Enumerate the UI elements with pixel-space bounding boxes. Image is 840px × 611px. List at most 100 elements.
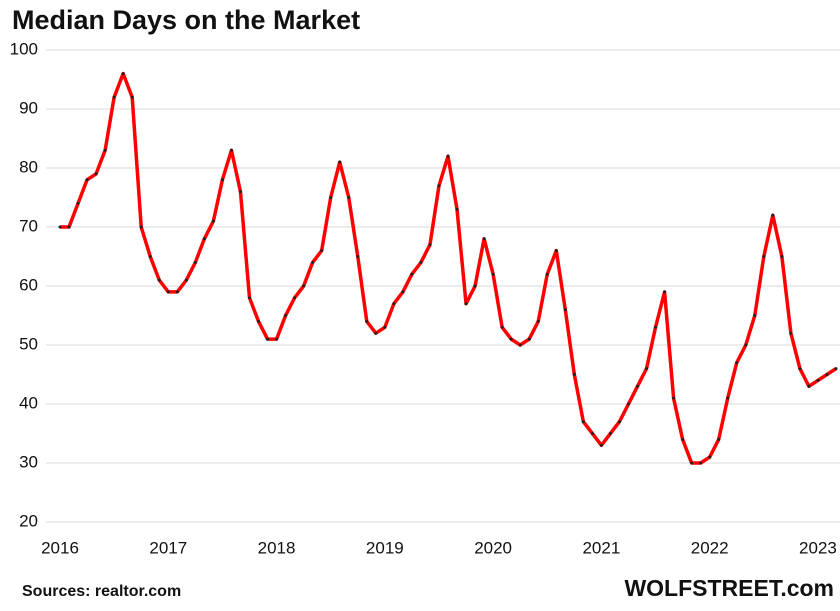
point-marker (536, 319, 540, 323)
x-tick-label: 2022 (691, 538, 729, 557)
point-marker (816, 378, 820, 382)
point-marker (599, 443, 603, 447)
x-tick-label: 2016 (41, 538, 79, 557)
point-marker (807, 384, 811, 388)
point-marker (229, 148, 233, 152)
point-marker (509, 337, 513, 341)
point-marker (275, 337, 279, 341)
point-marker (67, 225, 71, 229)
point-marker (482, 237, 486, 241)
x-tick-label: 2018 (258, 538, 296, 557)
point-marker (166, 290, 170, 294)
point-marker (58, 225, 62, 229)
point-marker (121, 72, 125, 76)
point-marker (464, 302, 468, 306)
point-marker (284, 314, 288, 317)
brand: WOLFSTREET.com (624, 575, 834, 601)
y-tick-label: 90 (19, 98, 38, 117)
point-marker (554, 249, 558, 253)
point-marker (717, 437, 721, 441)
point-marker (645, 367, 649, 371)
point-marker (527, 337, 531, 341)
point-marker (446, 154, 450, 158)
point-marker (347, 196, 351, 199)
y-tick-label: 40 (19, 393, 38, 412)
y-tick-label: 30 (19, 452, 38, 471)
point-marker (626, 402, 630, 406)
point-marker (771, 213, 775, 217)
point-marker (834, 367, 838, 371)
point-marker (581, 420, 585, 424)
point-marker (266, 337, 270, 341)
point-marker (473, 284, 477, 288)
point-marker (428, 243, 432, 247)
point-marker (148, 255, 152, 258)
point-marker (726, 396, 730, 400)
point-marker (157, 278, 161, 282)
point-marker (202, 237, 206, 241)
point-marker (374, 331, 378, 335)
point-marker (500, 325, 504, 329)
point-marker (608, 432, 612, 435)
point-marker (491, 272, 495, 276)
point-marker (744, 343, 748, 347)
x-tick-label: 2023 (799, 538, 837, 557)
point-marker (663, 290, 667, 294)
point-marker (175, 290, 179, 294)
y-tick-label: 60 (19, 275, 38, 294)
point-marker (211, 219, 215, 223)
source-note: Sources: realtor.com (22, 583, 181, 600)
point-marker (690, 461, 694, 465)
point-marker (455, 207, 459, 211)
point-marker (311, 260, 315, 264)
point-marker (293, 296, 297, 300)
y-tick-label: 80 (19, 157, 38, 176)
point-marker (112, 95, 116, 99)
point-marker (735, 361, 739, 365)
point-marker (437, 184, 441, 188)
point-marker (681, 437, 685, 441)
x-tick-label: 2020 (474, 538, 512, 557)
point-marker (401, 290, 405, 294)
point-marker (798, 367, 802, 371)
point-marker (590, 432, 594, 435)
point-marker (302, 284, 306, 288)
point-marker (825, 373, 829, 376)
point-marker (780, 255, 784, 258)
point-marker (193, 260, 197, 264)
point-marker (753, 314, 757, 317)
point-marker (789, 331, 793, 335)
point-marker (699, 461, 703, 465)
point-marker (139, 225, 143, 229)
y-tick-label: 70 (19, 216, 38, 235)
point-marker (762, 255, 766, 258)
point-marker (94, 172, 98, 176)
point-marker (257, 319, 261, 323)
point-marker (419, 260, 423, 264)
y-tick-label: 20 (19, 511, 38, 530)
point-marker (563, 308, 567, 312)
point-marker (220, 178, 224, 182)
point-marker (392, 302, 396, 306)
chart-title: Median Days on the Market (12, 5, 360, 35)
point-marker (383, 325, 387, 329)
point-marker (338, 160, 342, 164)
y-tick-label: 50 (19, 334, 38, 353)
point-marker (654, 325, 658, 329)
point-marker (572, 373, 576, 376)
point-marker (365, 319, 369, 323)
point-marker (635, 384, 639, 388)
point-marker (672, 396, 676, 400)
point-marker (184, 278, 188, 282)
point-marker (130, 95, 134, 99)
point-marker (518, 343, 522, 347)
point-marker (708, 455, 712, 459)
point-marker (545, 272, 549, 276)
point-marker (103, 148, 107, 152)
point-marker (320, 249, 324, 253)
point-marker (238, 190, 242, 194)
x-tick-label: 2021 (582, 538, 620, 557)
point-marker (356, 255, 360, 258)
